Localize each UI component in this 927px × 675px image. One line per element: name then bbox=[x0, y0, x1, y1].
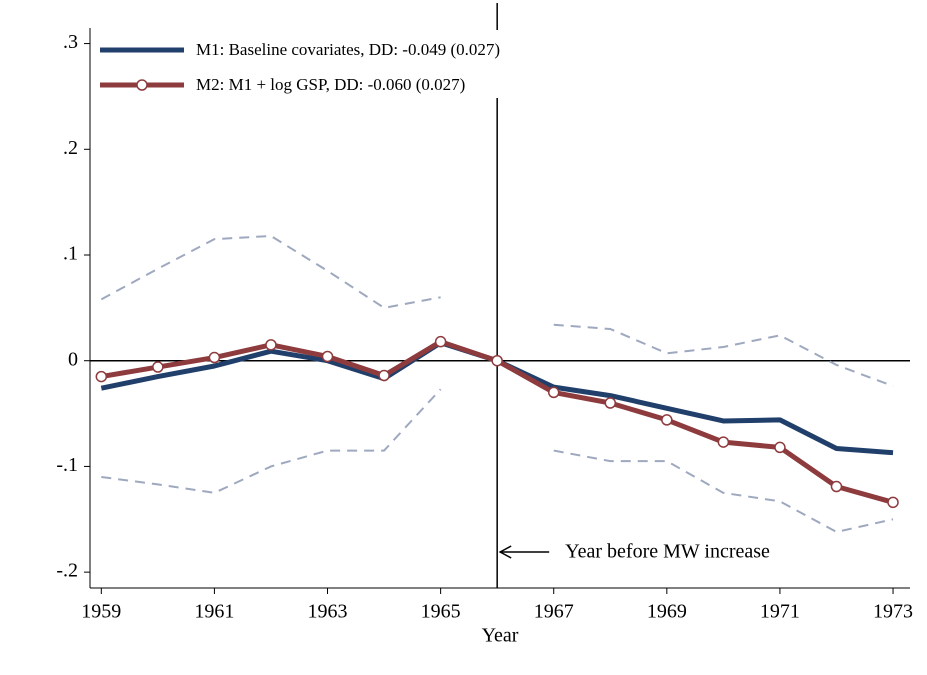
point-marker bbox=[152, 361, 164, 373]
legend-label: M2: M1 + log GSP, DD: -0.060 (0.027) bbox=[196, 75, 465, 94]
point-marker bbox=[321, 350, 334, 363]
point-marker bbox=[604, 397, 617, 409]
ci-upper bbox=[100, 234, 894, 388]
x-tick-label: 1961 bbox=[194, 601, 234, 623]
point-marker bbox=[208, 351, 221, 364]
x-tick-label: 1959 bbox=[81, 601, 121, 623]
y-tick-label: .1 bbox=[63, 243, 78, 265]
point-marker bbox=[830, 480, 843, 493]
point-marker bbox=[265, 339, 277, 351]
point-marker bbox=[434, 335, 447, 348]
y-tick-label: 0 bbox=[68, 348, 78, 370]
point-marker bbox=[774, 441, 786, 454]
legend: M1: Baseline covariates, DD: -0.049 (0.0… bbox=[93, 30, 529, 98]
ci-lower bbox=[101, 388, 894, 534]
point-marker bbox=[717, 436, 730, 448]
annotation: Year before MW increase bbox=[565, 541, 770, 563]
legend-marker bbox=[136, 79, 148, 91]
annotation-arrowhead bbox=[498, 545, 512, 559]
point-marker bbox=[95, 370, 108, 383]
point-marker bbox=[547, 386, 560, 399]
x-axis-title: Year bbox=[482, 625, 519, 647]
x-tick-label: 1963 bbox=[308, 601, 348, 623]
point-marker bbox=[661, 414, 673, 426]
y-tick-label: .3 bbox=[63, 31, 78, 53]
y-tick-label: -.2 bbox=[56, 560, 78, 582]
point-marker bbox=[378, 369, 390, 382]
x-tick-label: 1973 bbox=[873, 601, 913, 623]
point-marker bbox=[887, 496, 899, 509]
x-tick-label: 1967 bbox=[534, 601, 574, 623]
legend-label: M1: Baseline covariates, DD: -0.049 (0.0… bbox=[196, 40, 500, 59]
point-marker bbox=[491, 354, 503, 367]
y-tick-label: -.1 bbox=[56, 454, 78, 476]
y-tick-label: .2 bbox=[63, 137, 78, 159]
x-tick-label: 1969 bbox=[647, 601, 687, 623]
x-tick-label: 1965 bbox=[421, 601, 461, 623]
x-tick-label: 1971 bbox=[760, 601, 800, 623]
